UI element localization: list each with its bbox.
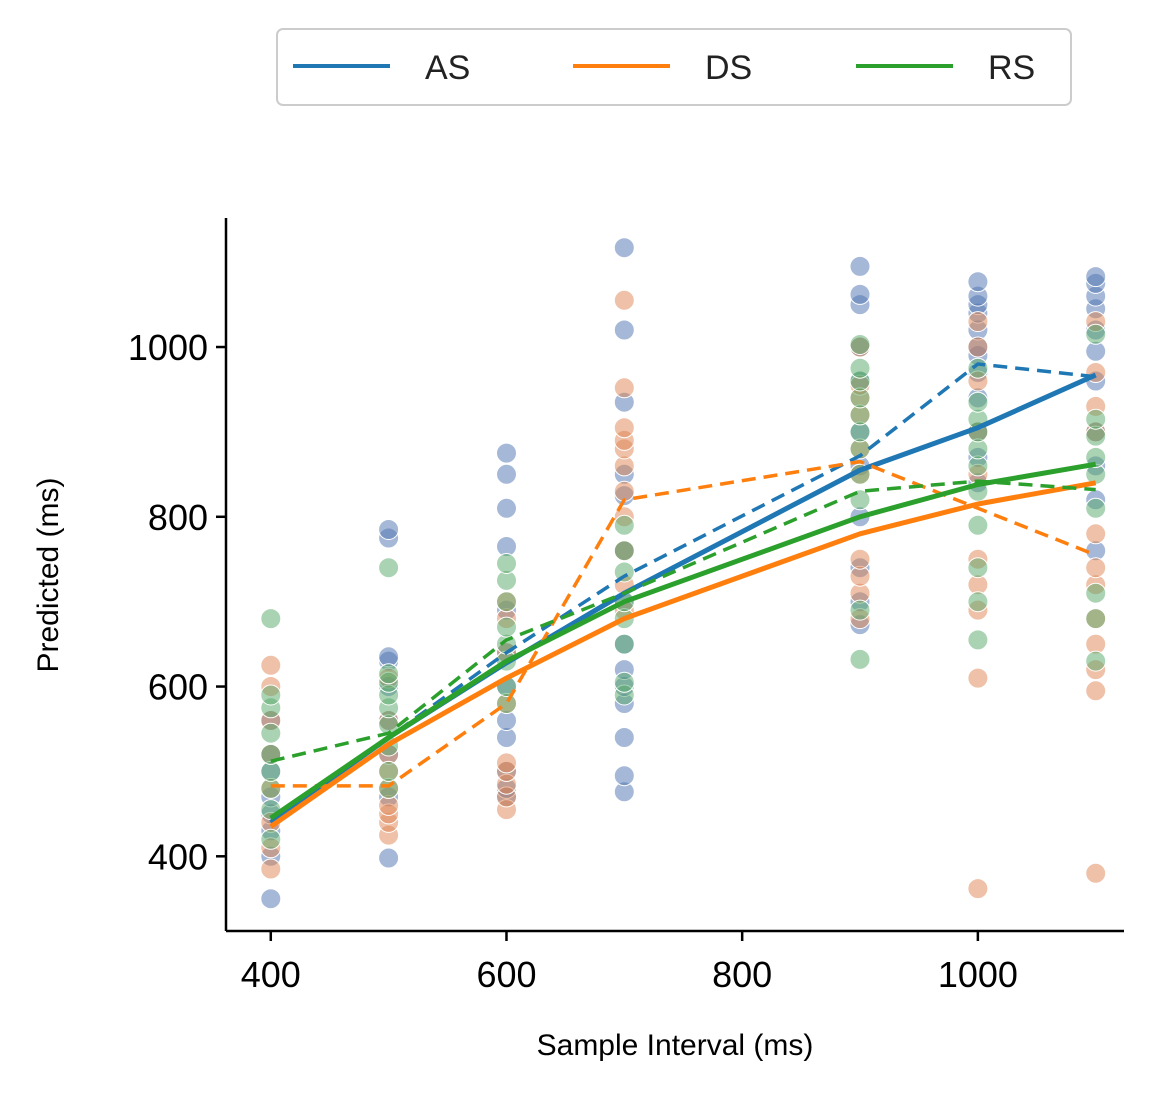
scatter-point-rs <box>1085 408 1107 430</box>
y-axis-label: Predicted (ms) <box>32 477 65 672</box>
scatter-point-rs <box>849 357 871 379</box>
scatter-point-rs <box>613 633 635 655</box>
legend-label-ds: DS <box>705 49 752 87</box>
y-tick-label: 800 <box>148 497 208 538</box>
x-tick-label: 1000 <box>938 954 1018 995</box>
scatter-point-as <box>613 319 635 341</box>
scatter-point-rs <box>1085 497 1107 519</box>
x-axis-label: Sample Interval (ms) <box>537 1029 814 1062</box>
series-line-ds-solid <box>269 480 1097 829</box>
scatter-point-rs <box>1085 446 1107 468</box>
scatter-point-ds <box>1085 862 1107 884</box>
scatter-point-rs <box>849 648 871 670</box>
y-tick-label: 1000 <box>128 327 208 368</box>
scatter-point-as <box>260 888 282 910</box>
scatter-point-as <box>496 463 517 485</box>
y-ticks: 400 600 800 1000 <box>128 327 226 877</box>
scatter-point-rs <box>613 540 635 562</box>
scatter-point-ds <box>849 548 871 570</box>
scatter-point-as <box>967 271 989 293</box>
scatter-point-ds <box>1085 680 1107 702</box>
scatter-point-rs <box>378 663 400 685</box>
scatter-point-as <box>496 442 517 464</box>
x-tick-label: 800 <box>712 954 772 995</box>
scatter-point-rs <box>378 760 400 782</box>
legend-label-as: AS <box>425 49 470 87</box>
scatter-point-rs <box>260 743 282 765</box>
scatter-point-ds <box>613 417 635 439</box>
scatter-point-rs <box>496 553 517 574</box>
series-line-ds-dashed <box>270 459 1097 788</box>
scatter-point-rs <box>849 334 871 355</box>
scatter-point-as <box>613 237 635 259</box>
scatter-point-ds <box>967 336 989 358</box>
scatter-point-rs <box>1085 323 1107 345</box>
scatter-point-rs <box>967 391 989 413</box>
scatter-point-rs <box>967 591 989 613</box>
scatter-point-rs <box>967 557 989 579</box>
scatter-point-as <box>849 255 871 277</box>
scatter-point-as <box>1085 266 1107 288</box>
scatter-point-as <box>378 847 400 869</box>
scatter-point-ds <box>967 667 989 689</box>
legend-frame <box>276 28 1072 106</box>
series-line-rs-solid <box>269 461 1097 821</box>
scatter-point-ds <box>496 752 517 774</box>
x-tick-label: 600 <box>476 954 536 995</box>
scatter-point-ds <box>1085 523 1107 545</box>
scatter-point-rs <box>496 591 517 613</box>
scatter-point-rs <box>967 514 989 536</box>
scatter-point-as <box>613 727 635 748</box>
scatter-point-rs <box>260 684 282 706</box>
scatter-point-rs <box>967 629 989 651</box>
scatter-point-as <box>849 283 871 305</box>
scatter-point-ds <box>260 858 282 880</box>
y-tick-label: 600 <box>148 667 208 708</box>
line-layer <box>269 362 1097 829</box>
scatter-point-rs <box>967 357 989 379</box>
scatter-point-ds <box>260 654 282 676</box>
scatter-point-as <box>378 519 400 540</box>
scatter-point-ds <box>613 377 635 399</box>
legend: AS DS RS <box>276 28 1072 106</box>
scatter-point-rs <box>378 557 400 579</box>
scatter-point-rs <box>613 514 635 536</box>
scatter-point-rs <box>613 671 635 693</box>
scatter-point-ds <box>1085 557 1107 579</box>
legend-label-rs: RS <box>988 49 1035 87</box>
series-line-rs-dashed <box>270 479 1096 763</box>
scatter-point-ds <box>967 311 989 333</box>
scatter-point-ds <box>613 289 635 311</box>
x-ticks: 400 600 800 1000 <box>241 931 1018 995</box>
scatter-point-rs <box>1085 582 1107 604</box>
scatter-point-rs <box>613 561 635 583</box>
scatter-point-rs <box>260 722 282 744</box>
x-tick-label: 400 <box>241 954 301 995</box>
scatter-point-as <box>613 765 635 787</box>
scatter-point-rs <box>260 608 282 630</box>
scatter-point-rs <box>496 616 517 638</box>
scatter-point-ds <box>967 878 989 900</box>
y-tick-label: 400 <box>148 836 208 877</box>
scatter-layer <box>260 237 1107 910</box>
scatter-point-rs <box>849 599 871 621</box>
scatter-point-rs <box>1085 608 1107 630</box>
scatter-point-as <box>496 497 517 519</box>
scatter-point-rs <box>1085 650 1107 672</box>
scatter-point-rs <box>260 828 282 850</box>
